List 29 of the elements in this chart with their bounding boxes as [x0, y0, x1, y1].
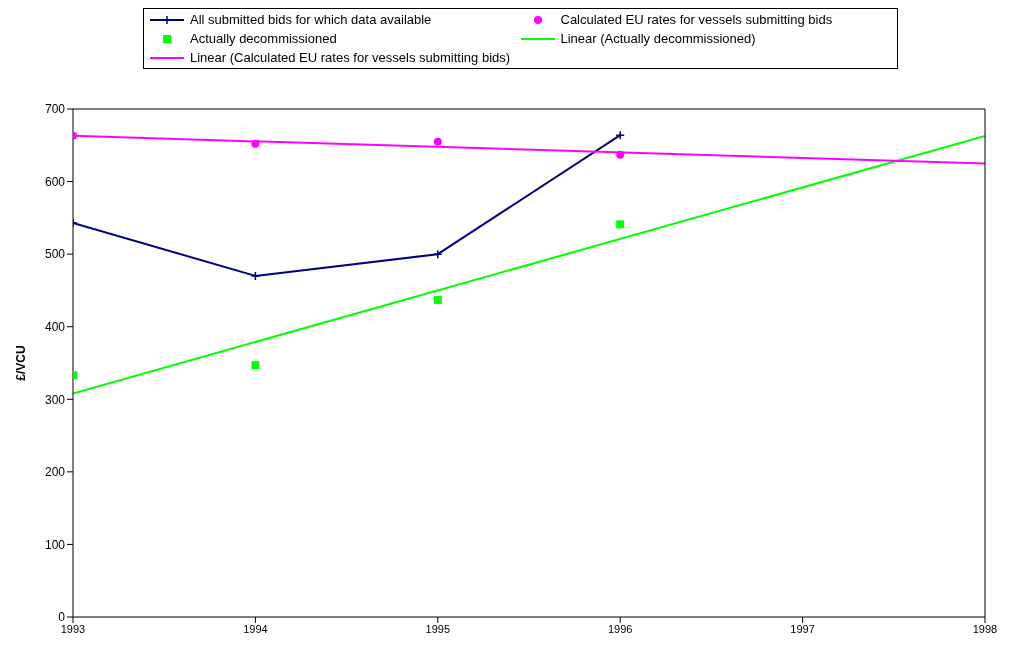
y-axis-title: £/VCU	[14, 345, 29, 381]
point	[433, 249, 443, 259]
point	[433, 137, 442, 146]
legend-label: Linear (Actually decommissioned)	[560, 31, 756, 46]
point	[616, 150, 625, 159]
point	[250, 271, 261, 281]
y-tick-label: 700	[44, 102, 66, 117]
y-tick-label: 400	[44, 319, 66, 334]
point	[615, 130, 625, 140]
y-tick-label: 500	[44, 247, 66, 262]
x-tick-label: 1993	[60, 622, 86, 635]
x-tick-label: 1995	[425, 622, 451, 635]
legend-label: Actually decommissioned	[190, 31, 337, 46]
legend-label: Linear (Calculated EU rates for vessels submitting bids)	[190, 50, 511, 65]
y-tick-label: 200	[44, 465, 66, 480]
y-tick-label: 600	[44, 174, 66, 189]
y-tick-label: 300	[44, 392, 66, 407]
x-tick-label: 1997	[790, 622, 815, 635]
point	[251, 139, 260, 148]
legend-label: All submitted bids for which data available	[190, 12, 432, 27]
y-tick-label: 100	[44, 537, 66, 552]
point	[433, 295, 442, 304]
x-tick-label: 1996	[607, 622, 633, 635]
x-tick-label: 1998	[972, 622, 998, 635]
y-tick-label: 0	[58, 610, 66, 625]
point	[251, 361, 260, 370]
point	[616, 220, 625, 229]
legend-label: Calculated EU rates for vessels submitting bids	[560, 12, 833, 27]
x-tick-label: 1994	[243, 622, 268, 635]
